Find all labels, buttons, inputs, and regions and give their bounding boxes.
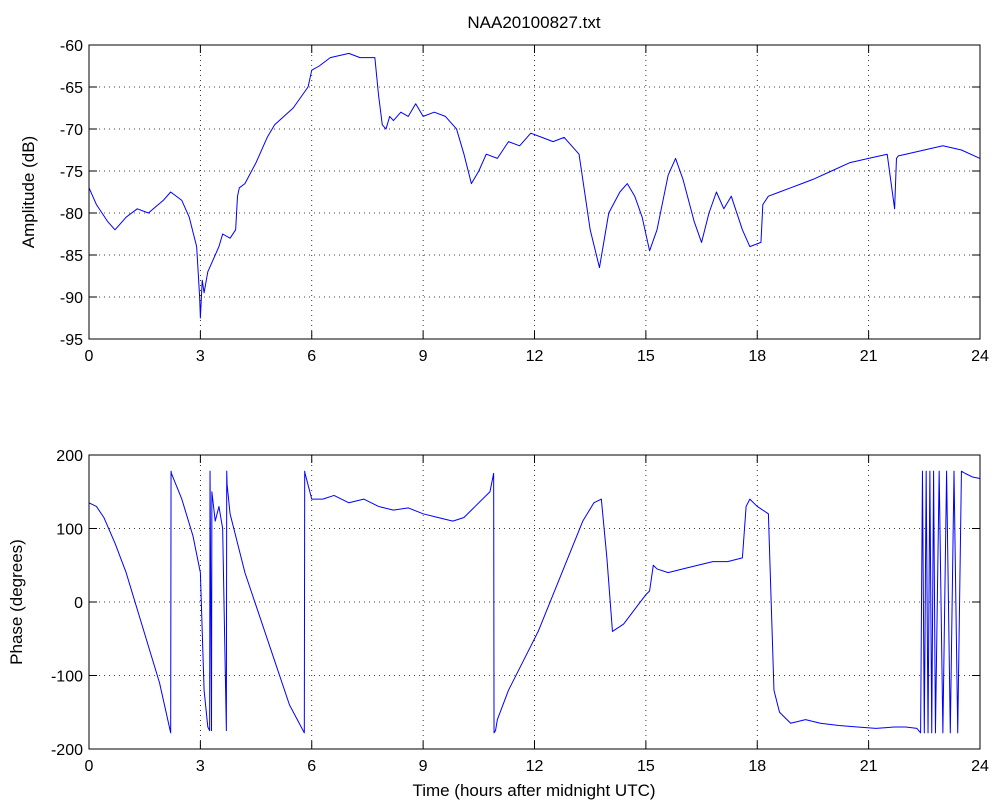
phase-x-tick-label: 3 bbox=[196, 758, 205, 775]
phase-x-tick-label: 12 bbox=[526, 758, 544, 775]
phase-tick-labels: 0 3 6 9 12 15 18 21 24 -200 -100 0 100 200 bbox=[51, 448, 989, 775]
phase-x-tick-label: 9 bbox=[419, 758, 428, 775]
phase-x-tick-label: 6 bbox=[307, 758, 316, 775]
amplitude-y-tick-label: -60 bbox=[60, 38, 83, 55]
phase-plot-frame bbox=[88, 454, 981, 750]
amplitude-y-axis-label: Amplitude (dB) bbox=[19, 136, 38, 248]
amplitude-x-tick-label: 6 bbox=[307, 348, 316, 365]
amplitude-y-tick-label: -90 bbox=[60, 290, 83, 307]
amplitude-x-tick-label: 18 bbox=[748, 348, 766, 365]
phase-y-tick-label: 200 bbox=[56, 448, 83, 465]
amplitude-y-tick-label: -95 bbox=[60, 332, 83, 349]
phase-axes: 0 3 6 9 12 15 18 21 24 -200 -100 0 100 200 Phase (deg… bbox=[7, 448, 989, 800]
amplitude-x-tick-label: 21 bbox=[860, 348, 878, 365]
amplitude-y-tick-label: -85 bbox=[60, 248, 83, 265]
phase-y-tick-label: 100 bbox=[56, 522, 83, 539]
amplitude-y-tick-label: -65 bbox=[60, 80, 83, 97]
amplitude-x-tick-label: 15 bbox=[637, 348, 655, 365]
amplitude-series-line bbox=[88, 52, 981, 319]
amplitude-x-tick-label: 0 bbox=[85, 348, 94, 365]
phase-x-tick-label: 15 bbox=[637, 758, 655, 775]
phase-x-tick-label: 21 bbox=[860, 758, 878, 775]
phase-y-tick-label: -100 bbox=[51, 669, 83, 686]
amplitude-y-tick-label: -70 bbox=[60, 122, 83, 139]
amplitude-x-tick-label: 12 bbox=[526, 348, 544, 365]
phase-y-tick-label: -200 bbox=[51, 742, 83, 759]
amplitude-x-tick-label: 24 bbox=[971, 348, 989, 365]
phase-series-line bbox=[88, 470, 981, 734]
phase-x-tick-label: 24 bbox=[971, 758, 989, 775]
phase-x-tick-label: 18 bbox=[748, 758, 766, 775]
amplitude-tick-labels: 0 3 6 9 12 15 18 21 24 -95 -90 -85 -80 -75 -70 -65 -60 bbox=[60, 38, 989, 365]
amplitude-series-group bbox=[88, 52, 981, 319]
phase-x-tick-label: 0 bbox=[85, 758, 94, 775]
amplitude-x-tick-label: 9 bbox=[419, 348, 428, 365]
amplitude-y-tick-label: -80 bbox=[60, 206, 83, 223]
phase-grid bbox=[89, 455, 980, 749]
amplitude-y-tick-label: -75 bbox=[60, 164, 83, 181]
amplitude-axes: NAA20100827.txt 0 3 6 9 12 15 18 21 24 -95 -90 -85 -… bbox=[19, 13, 989, 365]
phase-y-axis-label: Phase (degrees) bbox=[7, 539, 26, 665]
phase-series-group bbox=[88, 470, 981, 734]
phase-y-tick-label: 0 bbox=[74, 595, 83, 612]
amplitude-x-tick-label: 3 bbox=[196, 348, 205, 365]
amplitude-grid bbox=[89, 45, 980, 339]
x-axis-label: Time (hours after midnight UTC) bbox=[412, 781, 655, 800]
chart-title: NAA20100827.txt bbox=[467, 13, 601, 32]
amplitude-plot-frame bbox=[88, 44, 981, 340]
